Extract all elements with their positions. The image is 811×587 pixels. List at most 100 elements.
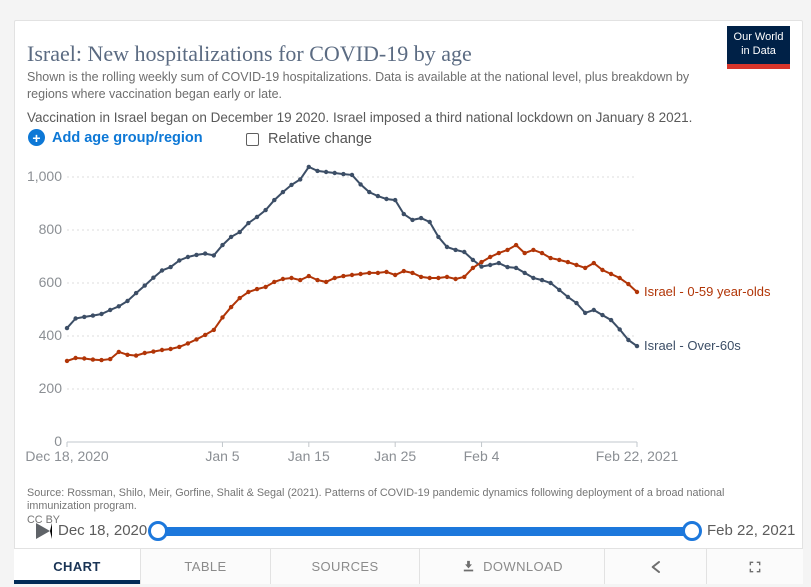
- data-point: [289, 275, 294, 281]
- share-icon: [651, 560, 660, 573]
- data-point: [462, 249, 467, 255]
- x-tick-label: Jan 25: [374, 448, 417, 464]
- data-point: [177, 258, 182, 263]
- data-point: [531, 275, 536, 281]
- data-point: [298, 177, 303, 182]
- y-tick-label: 0: [54, 433, 62, 449]
- data-point: [427, 275, 432, 281]
- add-age-group-button[interactable]: + Add age group/region: [28, 129, 203, 146]
- data-point: [280, 189, 286, 195]
- data-point: [634, 289, 640, 295]
- data-point: [410, 217, 415, 223]
- data-point: [410, 270, 415, 276]
- tab-fullscreen[interactable]: [707, 549, 803, 584]
- data-point: [341, 171, 346, 177]
- data-point: [617, 327, 622, 332]
- data-point: [99, 311, 104, 317]
- data-point: [315, 277, 320, 283]
- data-point: [367, 270, 372, 276]
- tab-chart-label: CHART: [53, 559, 101, 574]
- data-point: [557, 257, 562, 263]
- data-point: [617, 275, 622, 281]
- data-point: [73, 355, 78, 361]
- owid-logo[interactable]: Our World in Data: [727, 26, 790, 69]
- relative-change-toggle[interactable]: Relative change: [246, 131, 372, 147]
- data-point: [254, 286, 260, 292]
- data-point: [168, 264, 173, 270]
- data-point: [548, 280, 553, 286]
- data-point: [591, 307, 596, 313]
- data-point: [341, 273, 346, 279]
- data-point: [177, 344, 182, 350]
- y-tick-label: 800: [38, 221, 62, 237]
- data-point: [634, 343, 640, 349]
- data-point: [151, 275, 156, 280]
- data-point: [548, 255, 553, 261]
- data-point: [444, 244, 450, 250]
- data-point: [375, 193, 381, 199]
- data-point: [453, 276, 458, 282]
- data-point: [306, 164, 311, 170]
- data-point: [246, 289, 251, 295]
- tab-download[interactable]: DOWNLOAD: [420, 549, 605, 584]
- data-point: [349, 272, 355, 278]
- data-point: [254, 214, 260, 220]
- y-tick-label: 400: [38, 327, 62, 343]
- timeline-handle-start[interactable]: [148, 521, 168, 541]
- data-point: [505, 247, 510, 253]
- tab-share[interactable]: [605, 549, 707, 584]
- data-point: [263, 207, 268, 213]
- data-point: [211, 253, 216, 258]
- data-point: [185, 341, 191, 346]
- x-tick-label: Jan 15: [287, 448, 330, 464]
- data-point: [358, 182, 363, 187]
- chart-note: Vaccination in Israel began on December …: [27, 109, 693, 125]
- timeline-handle-end[interactable]: [682, 521, 702, 541]
- download-icon: [463, 560, 474, 572]
- timeline-track[interactable]: [150, 527, 701, 536]
- data-point: [82, 314, 87, 320]
- data-point: [384, 269, 389, 275]
- data-point: [488, 262, 493, 268]
- data-point: [418, 215, 424, 221]
- tab-table[interactable]: TABLE: [141, 549, 271, 584]
- grapher-card: [14, 20, 803, 584]
- data-point: [444, 274, 450, 280]
- series-end-label[interactable]: Israel - 0-59 year-olds: [644, 284, 771, 299]
- data-point: [522, 250, 527, 256]
- data-point: [194, 252, 199, 258]
- tab-chart[interactable]: CHART: [14, 549, 141, 584]
- data-point: [151, 349, 156, 354]
- y-tick-label: 1,000: [26, 168, 62, 184]
- data-point: [427, 219, 432, 225]
- play-icon[interactable]: [36, 523, 52, 539]
- data-point: [436, 234, 441, 240]
- data-point: [496, 250, 501, 256]
- data-point: [332, 170, 337, 176]
- owid-logo-line2: in Data: [741, 45, 776, 58]
- data-point: [453, 247, 458, 253]
- data-point: [479, 259, 484, 265]
- data-point: [505, 264, 510, 270]
- series-end-label[interactable]: Israel - Over-60s: [644, 338, 741, 354]
- data-point: [358, 271, 363, 277]
- data-point: [470, 257, 476, 263]
- chart-subtitle: Shown is the rolling weekly sum of COVID…: [27, 69, 690, 101]
- data-point: [203, 251, 208, 256]
- data-point: [298, 277, 303, 283]
- data-point: [194, 337, 199, 342]
- data-point: [159, 347, 165, 353]
- data-point: [306, 273, 311, 279]
- tab-bar: CHART TABLE SOURCES DOWNLOAD: [14, 548, 803, 584]
- data-point: [418, 274, 424, 280]
- x-tick-label: Feb 22, 2021: [595, 448, 679, 464]
- data-point: [237, 295, 242, 301]
- data-point: [574, 300, 579, 306]
- data-point: [237, 229, 242, 235]
- data-point: [600, 267, 605, 273]
- x-tick-label: Jan 5: [205, 448, 240, 464]
- tab-sources[interactable]: SOURCES: [271, 549, 420, 584]
- relative-change-checkbox[interactable]: [246, 132, 259, 146]
- data-point: [565, 259, 571, 265]
